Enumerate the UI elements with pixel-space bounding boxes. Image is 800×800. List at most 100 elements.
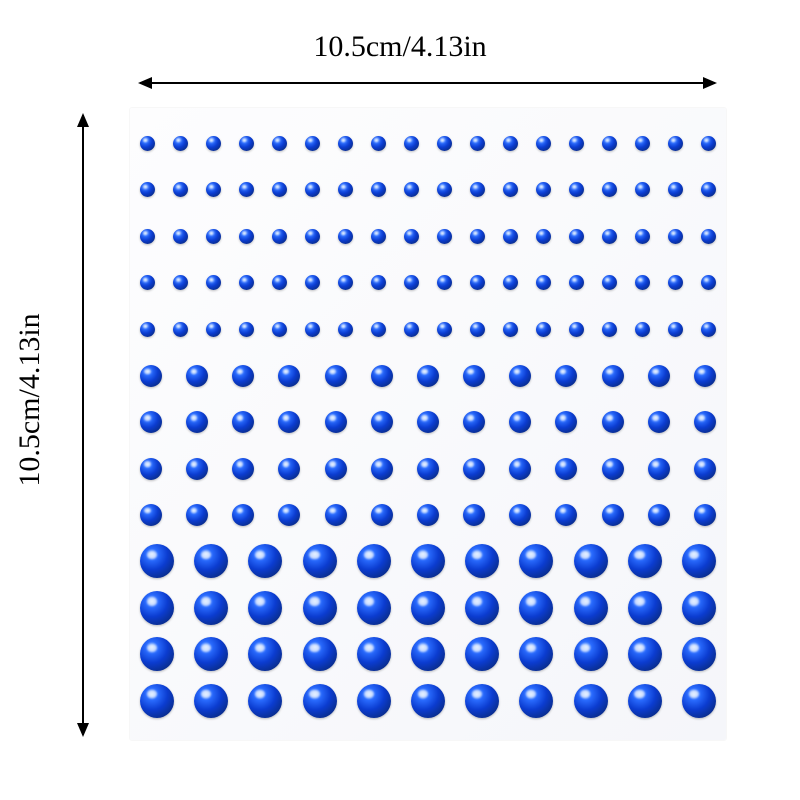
width-dimension-arrow xyxy=(140,82,715,84)
rhinestone xyxy=(470,275,485,290)
rhinestone xyxy=(602,365,624,387)
rhinestone xyxy=(173,182,188,197)
rhinestone xyxy=(206,136,221,151)
rhinestone xyxy=(411,591,445,625)
rhinestone xyxy=(437,229,452,244)
rhinestone xyxy=(140,136,155,151)
rhinestone xyxy=(194,637,228,671)
rhinestone xyxy=(417,504,439,526)
gem-row xyxy=(140,399,716,445)
rhinestone xyxy=(602,322,617,337)
height-dimension-label: 10.5cm/4.13in xyxy=(13,313,47,486)
rhinestone xyxy=(248,544,282,578)
rhinestone xyxy=(173,229,188,244)
rhinestone xyxy=(682,637,716,671)
rhinestone xyxy=(437,275,452,290)
rhinestone xyxy=(417,365,439,387)
rhinestone xyxy=(303,684,337,718)
rhinestone xyxy=(519,637,553,671)
rhinestone xyxy=(694,458,716,480)
rhinestone xyxy=(694,504,716,526)
rhinestone xyxy=(371,365,393,387)
rhinestone xyxy=(602,229,617,244)
rhinestone xyxy=(239,136,254,151)
rhinestone xyxy=(140,229,155,244)
rhinestone xyxy=(357,684,391,718)
rhinestone xyxy=(371,136,386,151)
rhinestone xyxy=(173,136,188,151)
gem-row xyxy=(140,306,716,352)
rhinestone xyxy=(140,591,174,625)
rhinestone xyxy=(465,684,499,718)
rhinestone xyxy=(635,182,650,197)
rhinestone xyxy=(194,684,228,718)
rhinestone xyxy=(635,229,650,244)
rhinestone xyxy=(668,275,683,290)
rhinestone xyxy=(232,458,254,480)
rhinestone xyxy=(325,365,347,387)
rhinestone xyxy=(278,411,300,433)
gem-row xyxy=(140,631,716,677)
rhinestone xyxy=(668,136,683,151)
rhinestone xyxy=(648,458,670,480)
rhinestone xyxy=(206,322,221,337)
rhinestone xyxy=(509,504,531,526)
rhinestone xyxy=(140,182,155,197)
rhinestone xyxy=(463,411,485,433)
rhinestone xyxy=(503,182,518,197)
rhinestone xyxy=(417,411,439,433)
rhinestone xyxy=(503,229,518,244)
rhinestone xyxy=(411,544,445,578)
rhinestone xyxy=(272,322,287,337)
rhinestone xyxy=(239,182,254,197)
rhinestone xyxy=(248,637,282,671)
rhinestone xyxy=(371,275,386,290)
gem-row xyxy=(140,678,716,724)
rhinestone xyxy=(536,229,551,244)
rhinestone xyxy=(338,182,353,197)
rhinestone xyxy=(536,275,551,290)
rhinestone xyxy=(404,275,419,290)
rhinestone xyxy=(463,365,485,387)
rhinestone xyxy=(206,275,221,290)
rhinestone xyxy=(509,365,531,387)
rhinestone xyxy=(701,182,716,197)
gem-row xyxy=(140,259,716,305)
gem-row xyxy=(140,166,716,212)
rhinestone xyxy=(305,229,320,244)
rhinestone xyxy=(509,458,531,480)
rhinestone xyxy=(140,544,174,578)
rhinestone xyxy=(186,411,208,433)
rhinestone xyxy=(437,136,452,151)
rhinestone xyxy=(555,504,577,526)
rhinestone xyxy=(682,591,716,625)
rhinestone xyxy=(555,365,577,387)
rhinestone xyxy=(371,322,386,337)
rhinestone xyxy=(602,458,624,480)
rhinestone xyxy=(357,637,391,671)
rhinestone xyxy=(701,229,716,244)
rhinestone xyxy=(602,136,617,151)
rhinestone xyxy=(278,365,300,387)
gem-row xyxy=(140,120,716,166)
rhinestone xyxy=(206,182,221,197)
rhinestone xyxy=(325,411,347,433)
rhinestone xyxy=(371,229,386,244)
height-dimension-arrow xyxy=(82,115,84,735)
rhinestone xyxy=(465,591,499,625)
rhinestone xyxy=(668,182,683,197)
gem-row xyxy=(140,538,716,584)
rhinestone xyxy=(411,684,445,718)
rhinestone xyxy=(694,411,716,433)
rhinestone xyxy=(303,591,337,625)
rhinestone xyxy=(371,504,393,526)
rhinestone xyxy=(628,684,662,718)
rhinestone xyxy=(194,544,228,578)
gem-row xyxy=(140,492,716,538)
rhinestone xyxy=(569,322,584,337)
rhinestone xyxy=(140,322,155,337)
rhinestone xyxy=(272,275,287,290)
rhinestone xyxy=(232,365,254,387)
rhinestone xyxy=(186,365,208,387)
rhinestone xyxy=(140,637,174,671)
